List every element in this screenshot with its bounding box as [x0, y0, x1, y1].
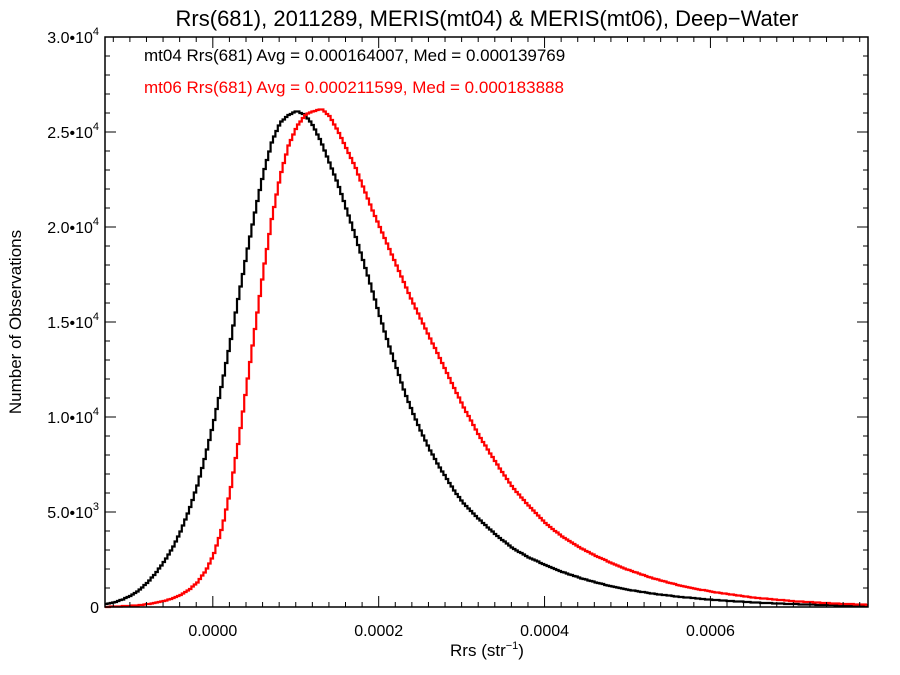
x-axis-label-close: )	[518, 641, 524, 660]
y-tick-mantissa: 2.5•10	[47, 125, 93, 142]
x-axis-label-text: Rrs (str	[450, 641, 506, 660]
y-tick-mantissa: 5.0•10	[47, 505, 93, 522]
y-tick-label: 1.0•104	[47, 406, 99, 427]
series-line-0	[105, 110, 868, 608]
x-tick-label: 0.0000	[188, 623, 237, 640]
y-tick-mantissa: 2.0•10	[47, 220, 93, 237]
y-tick-label: 0	[90, 600, 99, 617]
y-tick-mantissa: 3.0•10	[47, 30, 93, 47]
y-tick-label: 3.0•104	[47, 26, 99, 47]
y-tick-mantissa: 1.5•10	[47, 315, 93, 332]
x-tick-label: 0.0004	[520, 623, 569, 640]
x-tick-label: 0.0002	[354, 623, 403, 640]
y-tick-exponent: 3	[93, 501, 99, 513]
legend: mt04 Rrs(681) Avg = 0.000164007, Med = 0…	[144, 46, 565, 97]
y-tick-mantissa: 0	[90, 600, 99, 617]
y-tick-exponent: 4	[93, 26, 99, 38]
y-tick-exponent: 4	[93, 216, 99, 228]
y-tick-exponent: 4	[93, 311, 99, 323]
legend-entry-mt06: mt06 Rrs(681) Avg = 0.000211599, Med = 0…	[144, 78, 564, 97]
x-tick-label: 0.0006	[686, 623, 735, 640]
y-tick-exponent: 4	[93, 406, 99, 418]
x-axis-label: Rrs (str−1)	[450, 640, 524, 660]
x-axis-label-exponent: −1	[506, 640, 519, 652]
y-tick-label: 1.5•104	[47, 311, 99, 332]
series-line-1	[105, 108, 868, 609]
series-layer	[105, 108, 868, 609]
y-tick-label: 2.0•104	[47, 216, 99, 237]
y-tick-label: 5.0•103	[47, 501, 99, 522]
y-tick-label: 2.5•104	[47, 121, 99, 142]
plot-frame	[104, 36, 869, 608]
ticks-layer: 0.0000 0.0002 0.0004 0.000605.0•1031.0•1041…	[47, 26, 868, 640]
y-tick-mantissa: 1.0•10	[47, 410, 93, 427]
legend-entry-mt04: mt04 Rrs(681) Avg = 0.000164007, Med = 0…	[144, 46, 565, 65]
y-tick-exponent: 4	[93, 121, 99, 133]
chart-title: Rrs(681), 2011289, MERIS(mt04) & MERIS(m…	[176, 6, 799, 31]
y-axis-label: Number of Observations	[6, 230, 25, 414]
